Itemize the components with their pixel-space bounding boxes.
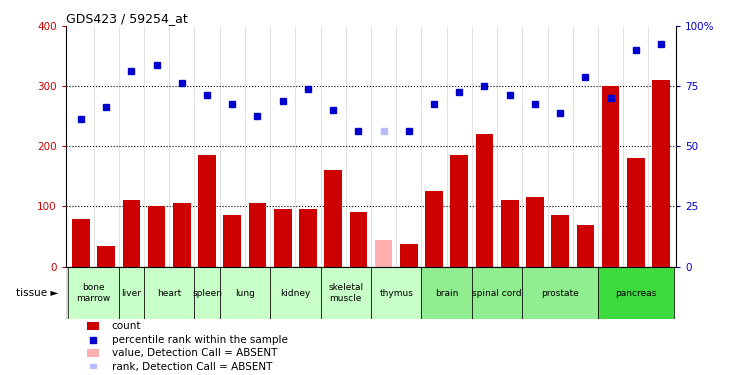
Bar [219,267,270,320]
Text: lung: lung [235,288,255,297]
Text: count: count [112,321,141,331]
Bar [400,244,417,267]
Text: spleen: spleen [192,288,222,297]
Text: rank, Detection Call = ABSENT: rank, Detection Call = ABSENT [112,362,272,372]
Text: thymus: thymus [379,288,413,297]
Text: skeletal
muscle: skeletal muscle [328,283,363,303]
Bar [652,80,670,267]
Bar [349,213,367,267]
Bar [476,134,493,267]
Bar [472,267,523,320]
Bar [118,267,144,320]
Bar [270,267,320,320]
Bar [249,204,266,267]
Bar [375,240,393,267]
Bar [148,207,165,267]
Text: percentile rank within the sample: percentile rank within the sample [112,334,287,345]
Bar [320,267,371,320]
Bar [577,225,594,267]
Text: prostate: prostate [541,288,579,297]
Bar [87,322,99,330]
Bar [274,210,292,267]
Text: tissue ►: tissue ► [16,288,58,298]
Bar [68,267,118,320]
Bar [501,201,518,267]
Bar [523,267,598,320]
Text: kidney: kidney [280,288,311,297]
Text: bone
marrow: bone marrow [77,283,110,303]
Bar [598,267,674,320]
Text: spinal cord: spinal cord [472,288,522,297]
Bar [87,349,99,357]
Bar [72,219,90,267]
Bar [224,216,241,267]
Text: GDS423 / 59254_at: GDS423 / 59254_at [66,12,188,25]
Bar [194,267,219,320]
Bar [425,192,443,267]
Bar [602,86,619,267]
Bar [325,171,342,267]
Bar [627,158,645,267]
Bar [173,204,191,267]
Text: brain: brain [435,288,458,297]
Bar [422,267,472,320]
Bar [551,216,569,267]
Bar [97,246,115,267]
Text: liver: liver [121,288,141,297]
Bar [144,267,194,320]
Bar [371,267,422,320]
Bar [526,198,544,267]
Text: pancreas: pancreas [616,288,656,297]
Text: heart: heart [157,288,181,297]
Bar [450,155,468,267]
Bar [198,155,216,267]
Bar [299,210,317,267]
Bar [123,201,140,267]
Text: value, Detection Call = ABSENT: value, Detection Call = ABSENT [112,348,277,358]
